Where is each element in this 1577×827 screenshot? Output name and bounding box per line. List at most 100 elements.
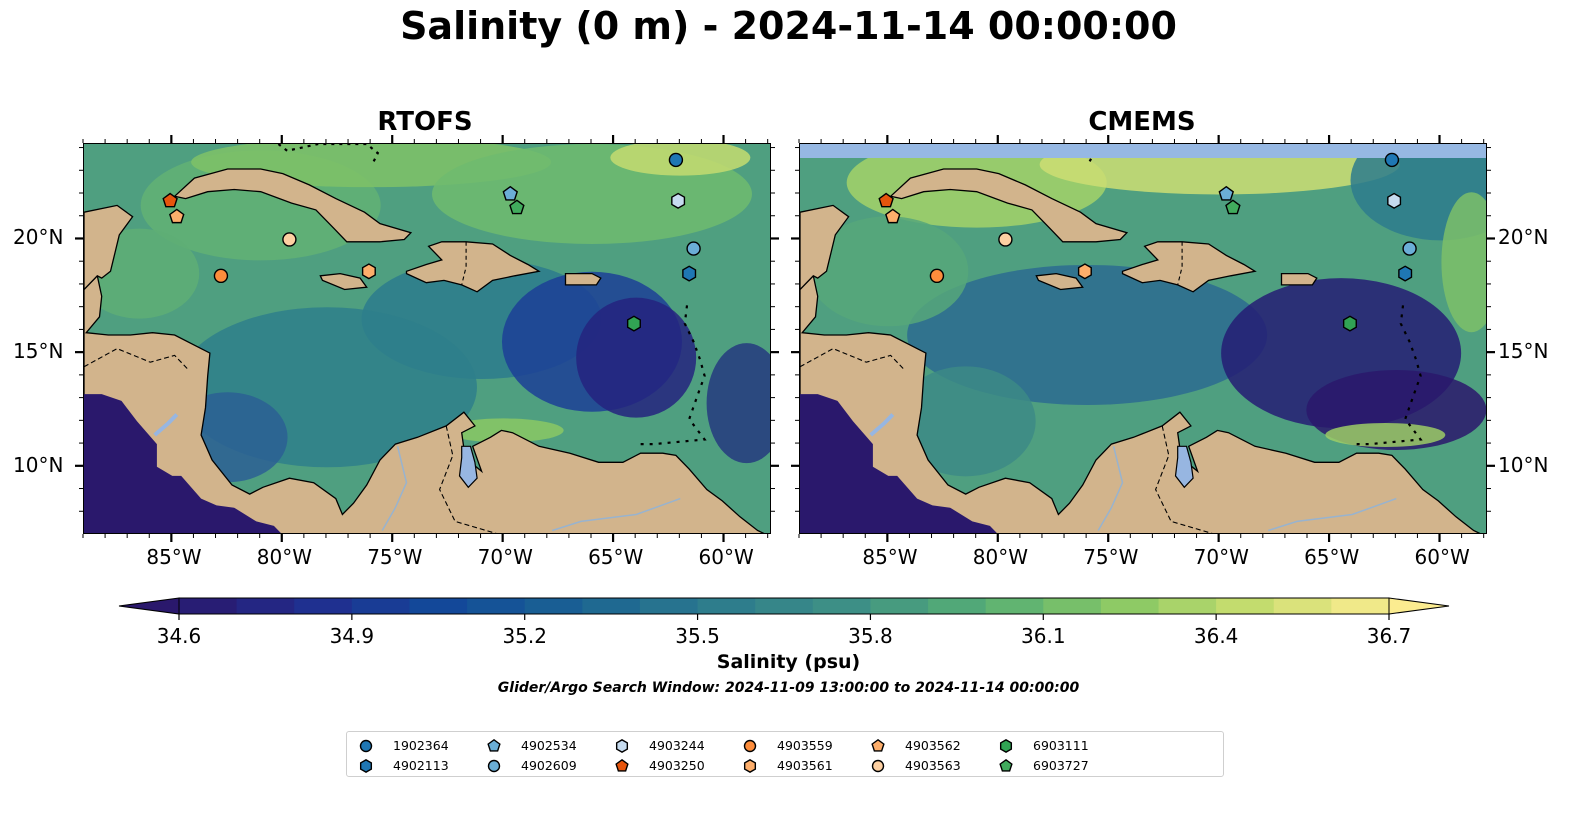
colorbar-tick-label: 35.8 [848, 624, 893, 648]
lon-tick-label: 70°W [1193, 545, 1249, 569]
legend-marker-circle [743, 739, 757, 753]
country-border [439, 425, 497, 533]
legend-label: 6903111 [1033, 738, 1089, 753]
colorbar-tick-label: 36.1 [1021, 624, 1066, 648]
lat-tick-label-right: 10°N [1498, 452, 1549, 477]
legend-label: 6903727 [1033, 758, 1089, 773]
country-border [461, 241, 467, 286]
float-4902609-marker [686, 241, 701, 256]
colorbar-tick-label: 36.4 [1193, 624, 1239, 648]
float-4903250-marker [162, 192, 178, 208]
jamaica-land [319, 272, 368, 291]
float-1902364-marker [1384, 152, 1400, 168]
cuba-land [889, 168, 1129, 243]
salinity-feature [576, 297, 697, 418]
pacific-ocean-overlay [84, 394, 281, 533]
float-legend: 1902364 4902113 4902534 4902609 4903244 49032… [346, 731, 1224, 777]
salinity-feature [1441, 192, 1486, 333]
float-4902534-marker [502, 185, 519, 201]
colorbar-segment [294, 598, 353, 614]
lon-tick-label: 85°W [862, 545, 918, 569]
colorbar-segment [697, 598, 756, 614]
yucatan-land [800, 204, 850, 291]
legend-marker-hexagon [999, 739, 1013, 753]
lon-tick-label: 80°W [972, 545, 1028, 569]
bahamas-islands [277, 144, 380, 163]
lesser-antilles [1352, 305, 1423, 446]
rtofs-map [83, 143, 771, 534]
lon-tick-label: 70°W [477, 545, 533, 569]
colorbar-segment [1216, 598, 1275, 614]
orinoco-river [551, 497, 681, 532]
lake-nicaragua [869, 413, 895, 437]
lat-tick-label-right: 20°N [1498, 225, 1549, 250]
legend-label: 4903244 [649, 738, 705, 753]
pacific-ocean-overlay [800, 394, 997, 533]
float-4903244-marker [671, 192, 686, 209]
colorbar-tick-label: 35.2 [502, 624, 547, 648]
salinity-feature [1325, 422, 1446, 447]
legend-label: 4903250 [649, 758, 705, 773]
float-6903727-marker [1225, 199, 1241, 215]
legend-marker-circle [487, 759, 501, 773]
cmems-map [799, 143, 1487, 534]
lon-tick-label: 65°W [588, 545, 644, 569]
float-4902609-marker [1402, 241, 1417, 256]
salinity-feature [895, 366, 1036, 477]
colorbar-segment [985, 598, 1044, 614]
colorbar-tick-label: 36.7 [1366, 624, 1412, 648]
colorbar-segment [1331, 598, 1390, 614]
colorbar-segment [812, 598, 872, 614]
float-4903562-marker [885, 208, 901, 224]
colorbar-segment [351, 598, 411, 614]
legend-marker-hexagon [615, 739, 629, 753]
float-4902113-marker [1398, 265, 1413, 282]
figure-title: Salinity (0 m) - 2024-11-14 00:00:00 [400, 4, 1177, 48]
colorbar-segment [524, 598, 583, 614]
legend-label: 4902609 [521, 758, 577, 773]
colorbar-extend-max [1388, 597, 1450, 615]
magdalena-river [1097, 446, 1124, 531]
float-6903111-marker [626, 315, 641, 332]
colorbar-segment [1273, 598, 1332, 614]
colorbar-segment [1043, 598, 1102, 614]
salinity-feature [808, 216, 969, 327]
lon-tick-label: 65°W [1304, 545, 1360, 569]
hispaniola-land [1121, 241, 1257, 293]
legend-marker-pentagon [999, 758, 1013, 772]
legend-marker-pentagon [871, 738, 885, 752]
colorbar-tick-label: 34.6 [156, 624, 202, 648]
float-4903563-marker [998, 232, 1013, 247]
country-border [800, 347, 905, 370]
float-6903727-marker [509, 199, 525, 215]
legend-label: 4903563 [905, 758, 961, 773]
colorbar-segment [236, 598, 295, 614]
float-1902364-marker [668, 152, 684, 168]
colorbar-segment [467, 598, 526, 614]
colorbar-frame [178, 597, 1390, 615]
magdalena-river [381, 446, 408, 531]
lat-tick-label-left: 20°N [13, 225, 64, 250]
no-data-band [800, 144, 1486, 158]
lat-tick-label-right: 15°N [1498, 339, 1549, 364]
lake-maracaibo [1174, 445, 1194, 489]
legend-label: 4903559 [777, 738, 833, 753]
lat-tick-label-left: 10°N [13, 452, 64, 477]
legend-label: 4902113 [393, 758, 449, 773]
legend-marker-circle [359, 739, 373, 753]
colorbar-segment [870, 598, 929, 614]
lake-maracaibo [458, 445, 478, 489]
puerto-rico-land [1280, 272, 1318, 286]
float-4903563-marker [282, 232, 297, 247]
central-south-america-land [800, 274, 1481, 533]
puerto-rico-land [564, 272, 602, 286]
float-6903111-marker [1342, 315, 1357, 332]
float-4903250-marker [878, 192, 894, 208]
legend-label: 4903561 [777, 758, 833, 773]
legend-marker-hexagon [359, 759, 373, 773]
country-border [84, 347, 189, 370]
float-4903559-marker [929, 268, 945, 284]
panel-title-cmems: CMEMS [1088, 107, 1196, 137]
lon-tick-label: 75°W [1083, 545, 1139, 569]
